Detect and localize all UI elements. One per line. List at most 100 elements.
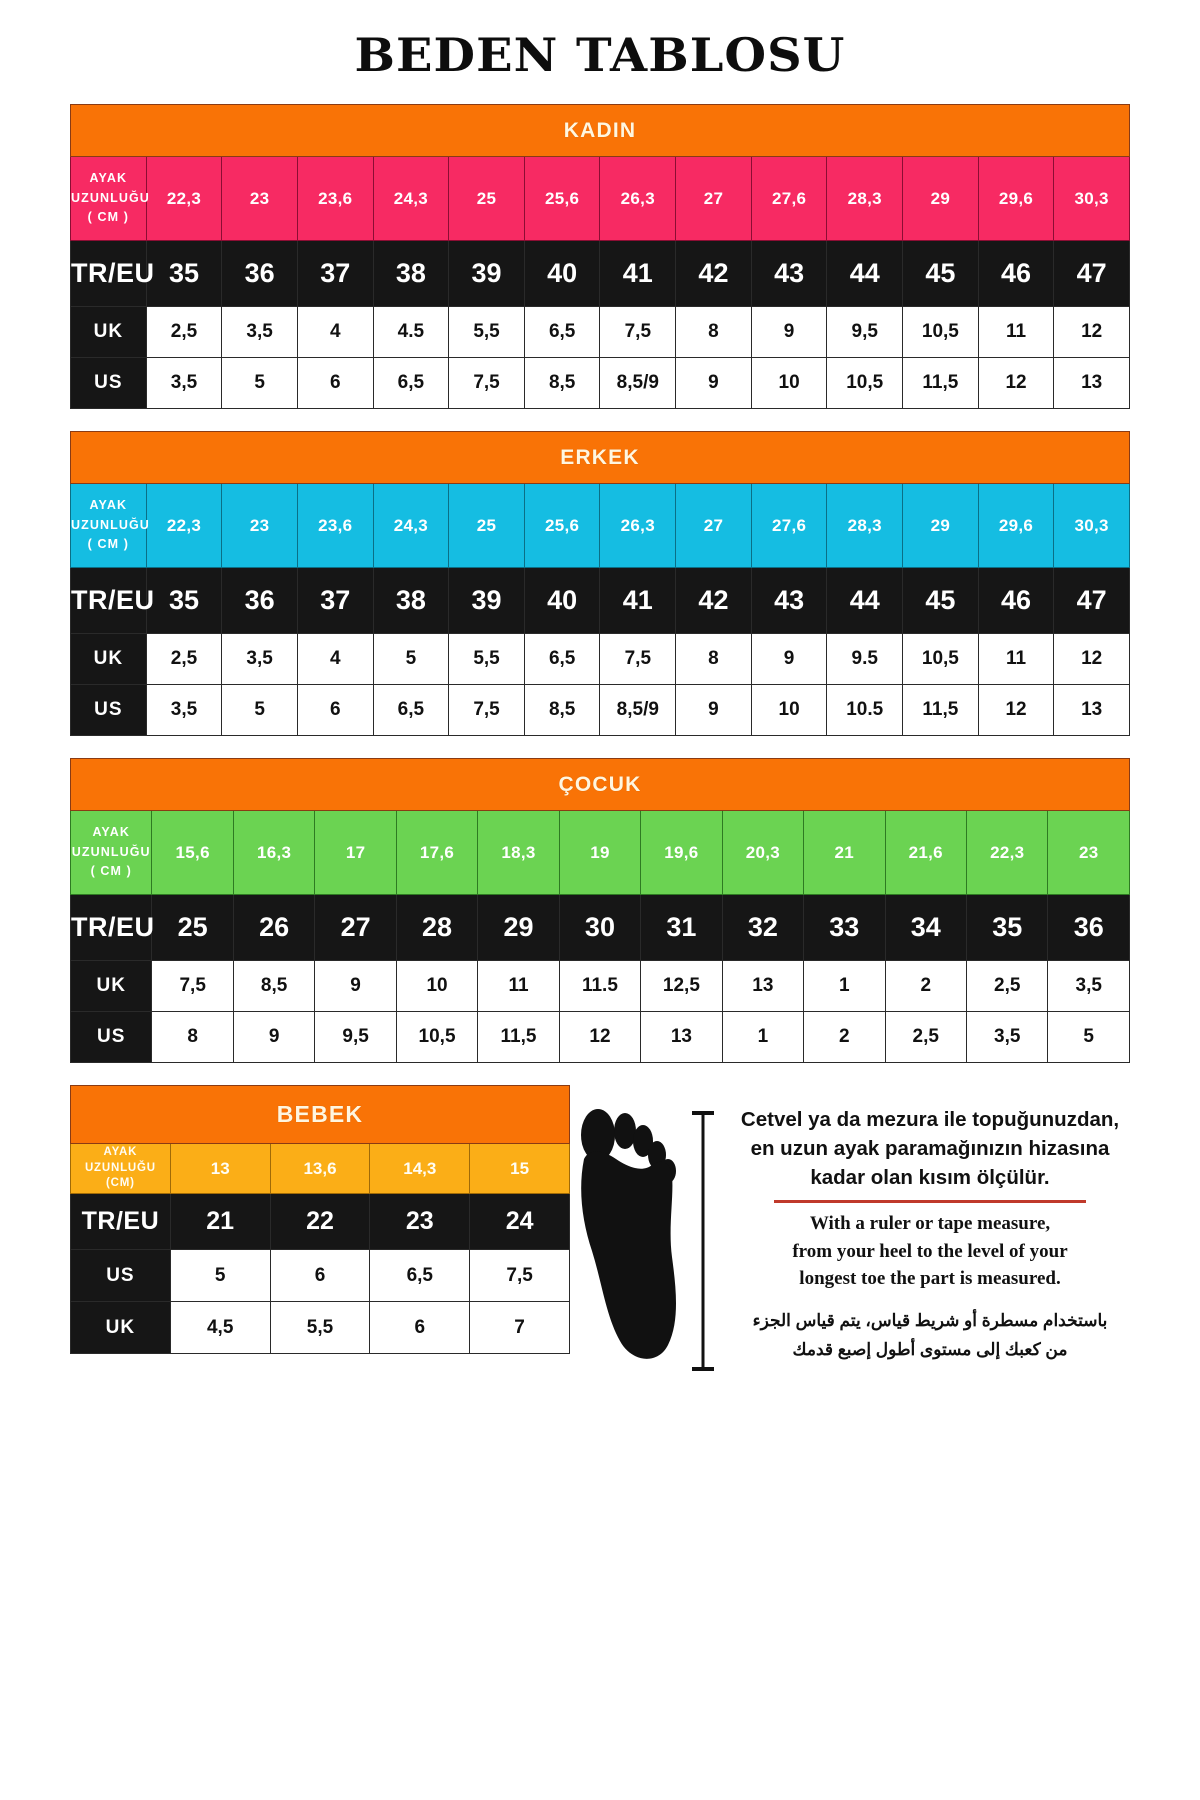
cell: 44 [826, 240, 904, 307]
divider-rule [774, 1200, 1086, 1204]
cell: 12 [1053, 633, 1130, 685]
instr-tr-line1: Cetvel ya da mezura ile topuğunuzdan, [740, 1108, 1120, 1131]
cell: 24,3 [372, 483, 450, 568]
row-label-uk: UK [69, 960, 153, 1012]
men-cm-label: AYAK UZUNLUĞU ( CM ) [70, 483, 150, 568]
cell: 23,6 [296, 156, 374, 241]
cell: 29 [902, 483, 979, 568]
cell: 42 [675, 240, 752, 307]
cell: 5,5 [269, 1301, 371, 1354]
instr-tr-line3: kadar olan kısım ölçülür. [810, 1166, 1050, 1190]
cell: 6 [296, 684, 374, 736]
cell: 18,3 [477, 810, 560, 895]
cell: 8,5/9 [599, 684, 677, 736]
cell: 11,5 [902, 684, 979, 736]
men-banner-row: ERKEK [70, 431, 1130, 484]
cm-label-line3: ( CM ) [90, 864, 132, 879]
cell: 32 [721, 894, 805, 961]
cm-label-line1: AYAK [89, 498, 128, 513]
instr-en-line2: from your heel to the level of your [792, 1240, 1068, 1262]
cell: 3,5 [221, 633, 298, 685]
cell: 25 [448, 156, 525, 241]
cell: 13 [640, 1011, 723, 1063]
cell: 37 [296, 567, 374, 634]
cell: 23 [221, 483, 298, 568]
cell: 43 [750, 240, 828, 307]
row-label-us: US [70, 357, 147, 409]
cell: 37 [296, 240, 374, 307]
cell: 9 [314, 960, 397, 1012]
cell: 6 [269, 1249, 371, 1302]
women-uk-row: UK 2,5 3,5 4 4.5 5,5 6,5 7,5 8 9 9,5 10,… [70, 306, 1130, 358]
cell: 2,5 [965, 960, 1049, 1012]
cell: 22 [269, 1193, 371, 1250]
cell: 15,6 [151, 810, 234, 895]
cell: 2,5 [145, 633, 223, 685]
instructions-turkish: Cetvel ya da mezura ile topuğunuzdan, en… [730, 1105, 1130, 1192]
cell: 8,5 [523, 357, 601, 409]
row-label-us: US [70, 1249, 171, 1302]
baby-banner-label: BEBEK [70, 1085, 570, 1144]
cell: 5 [169, 1249, 271, 1302]
page-title: BEDEN TABLOSU [354, 28, 846, 82]
kids-uk-row: UK 7,5 8,5 9 10 11 11.5 12,5 13 1 2 2,5 … [69, 960, 1130, 1012]
men-banner-label: ERKEK [70, 431, 1130, 484]
baby-size-table: BEBEK AYAK UZUNLUĞU (CM) 13 13,6 14,3 15… [70, 1085, 570, 1354]
cell: 10.5 [826, 684, 904, 736]
women-banner-row: KADIN [70, 104, 1130, 157]
cm-label-line2: UZUNLUĞU [71, 190, 150, 205]
cell: 9.5 [826, 633, 904, 685]
row-label-uk: UK [70, 1301, 171, 1354]
cell: 8,5 [523, 684, 601, 736]
cell: 3,5 [965, 1011, 1049, 1063]
women-eu-row: TR/EU 35 36 37 38 39 40 41 42 43 44 45 4… [70, 240, 1130, 307]
cell: 44 [826, 567, 904, 634]
baby-us-row: US 5 6 6,5 7,5 [70, 1249, 570, 1302]
cell: 26,3 [599, 483, 677, 568]
cell: 11 [477, 960, 560, 1012]
cell: 7 [469, 1301, 570, 1354]
measurement-instructions: Cetvel ya da mezura ile topuğunuzdan, en… [716, 1085, 1130, 1365]
cm-label-line2: UZUNLUĞU [71, 844, 151, 859]
cell: 5,5 [448, 306, 525, 358]
cell: 36 [221, 567, 298, 634]
cell: 31 [640, 894, 723, 961]
cell: 26,3 [599, 156, 677, 241]
bottom-section: BEBEK AYAK UZUNLUĞU (CM) 13 13,6 14,3 15… [70, 1085, 1130, 1375]
cell: 6 [296, 357, 374, 409]
cell: 7,5 [448, 357, 525, 409]
row-label-eu: TR/EU [69, 894, 154, 961]
cell: 15 [469, 1143, 570, 1194]
cell: 2 [803, 1011, 886, 1063]
cell: 13,6 [269, 1143, 371, 1194]
baby-uk-row: UK 4,5 5,5 6 7 [70, 1301, 570, 1354]
cm-label-line2: UZUNLUĞU [71, 517, 150, 532]
cell: 11 [977, 633, 1055, 685]
cell: 9 [675, 357, 752, 409]
women-banner-label: KADIN [70, 104, 1130, 157]
cell: 2 [884, 960, 967, 1012]
cell: 27 [675, 483, 752, 568]
instr-en-line1: With a ruler or tape measure, [809, 1213, 1051, 1235]
men-uk-row: UK 2,5 3,5 4 5 5,5 6,5 7,5 8 9 9.5 10,5 … [70, 633, 1130, 685]
cm-label-inline: AYAK UZUNLUĞU [84, 1146, 156, 1174]
row-label-eu: TR/EU [70, 567, 154, 634]
cell: 20,3 [721, 810, 805, 895]
cell: 40 [523, 240, 601, 307]
cell: 29,6 [977, 156, 1055, 241]
baby-cm-label: AYAK UZUNLUĞU (CM) [70, 1143, 171, 1194]
cell: 7,5 [469, 1249, 570, 1302]
cell: 27,6 [750, 156, 828, 241]
cell: 38 [372, 567, 450, 634]
cell: 9 [750, 633, 828, 685]
cell: 43 [750, 567, 828, 634]
cell: 12 [977, 357, 1055, 409]
cell: 1 [803, 960, 886, 1012]
cell: 41 [599, 567, 677, 634]
cell: 7,5 [599, 306, 677, 358]
cell: 9 [675, 684, 752, 736]
cell: 10,5 [826, 357, 904, 409]
cell: 6,5 [372, 684, 450, 736]
cell: 6 [369, 1301, 471, 1354]
cell: 3,5 [1047, 960, 1130, 1012]
